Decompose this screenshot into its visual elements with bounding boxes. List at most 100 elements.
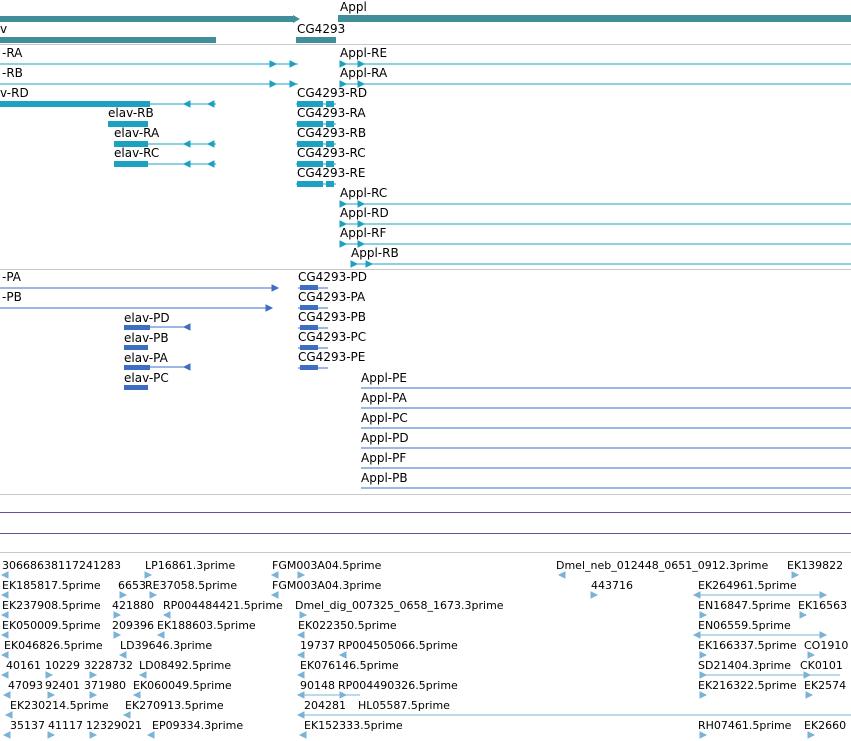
est-label[interactable]: EK046826.5prime xyxy=(4,639,103,652)
est-label[interactable]: 443716 xyxy=(591,579,633,592)
gene-label-cg4293[interactable]: CG4293 xyxy=(297,22,346,36)
est-label[interactable]: FGM003A04.5prime xyxy=(272,559,382,572)
protein-label[interactable]: Appl-PA xyxy=(361,391,407,405)
est-label[interactable]: 47093 xyxy=(8,679,43,692)
est-label[interactable]: EK2574 xyxy=(804,679,847,692)
protein-label[interactable]: Appl-PF xyxy=(361,451,407,465)
gene-glyph-appl[interactable] xyxy=(338,15,851,22)
transcript-label[interactable]: CG4293-RC xyxy=(297,146,366,160)
est-label[interactable]: 421880 xyxy=(112,599,154,612)
est-label[interactable]: EK216322.5prime xyxy=(698,679,797,692)
transcript-label[interactable]: Appl-RE xyxy=(340,46,388,60)
protein-label[interactable]: -PB xyxy=(2,290,22,304)
est-label[interactable]: 40161 xyxy=(6,659,41,672)
est-label[interactable]: EK188603.5prime xyxy=(157,619,256,632)
est-label[interactable]: EK076146.5prime xyxy=(300,659,399,672)
protein-label[interactable]: -PA xyxy=(2,270,22,284)
est-label[interactable]: CO1910 xyxy=(804,639,849,652)
transcript-label[interactable]: Appl-RF xyxy=(340,226,387,240)
protein-label[interactable]: CG4293-PA xyxy=(298,290,366,304)
transcript-label[interactable]: Appl-RB xyxy=(351,246,399,260)
gene-glyph-v-2[interactable] xyxy=(0,37,220,43)
protein-label[interactable]: CG4293-PC xyxy=(298,330,367,344)
transcript-label[interactable]: elav-RC xyxy=(114,146,160,160)
protein-label[interactable]: elav-PB xyxy=(124,331,169,345)
est-label[interactable]: EK060049.5prime xyxy=(133,679,232,692)
protein-label[interactable]: CG4293-PE xyxy=(298,350,366,364)
est-label[interactable]: FGM003A04.3prime xyxy=(272,579,382,592)
est-label[interactable]: Dmel_neb_012448_0651_0912.3prime xyxy=(556,559,769,572)
est-label[interactable]: 30668638117241283 xyxy=(2,559,121,572)
est-label[interactable]: EK152333.5prime xyxy=(304,719,403,732)
est-label[interactable]: 6653 xyxy=(118,579,146,592)
est-label[interactable]: EN16847.5prime xyxy=(698,599,791,612)
protein-label[interactable]: elav-PA xyxy=(124,351,168,365)
protein-label[interactable]: CG4293-PD xyxy=(298,270,368,284)
est-label[interactable]: RP004505066.5prime xyxy=(338,639,458,652)
protein-label[interactable]: elav-PD xyxy=(124,311,170,325)
est-label[interactable]: RP004490326.5prime xyxy=(338,679,458,692)
est-label[interactable]: EK230214.5prime xyxy=(10,699,109,712)
transcript-label[interactable]: elav-RB xyxy=(108,106,154,120)
protein-label[interactable]: Appl-PE xyxy=(361,371,407,385)
transcript-label[interactable]: CG4293-RD xyxy=(297,86,368,100)
est-label[interactable]: 3228732 xyxy=(84,659,133,672)
est-label[interactable]: EK022350.5prime xyxy=(298,619,397,632)
est-label[interactable]: EK237908.5prime xyxy=(2,599,101,612)
est-label[interactable]: 41117 xyxy=(48,719,83,732)
est-label[interactable]: 12329021 xyxy=(86,719,142,732)
est-label[interactable]: LD08492.5prime xyxy=(139,659,232,672)
est-label[interactable]: LP16861.3prime xyxy=(145,559,236,572)
gene-label-appl[interactable]: Appl xyxy=(340,0,367,14)
protein-label[interactable]: Appl-PC xyxy=(361,411,408,425)
est-label[interactable]: EK16563 xyxy=(798,599,848,612)
est-label[interactable]: EK2660 xyxy=(804,719,847,732)
transcript-label[interactable]: v-RD xyxy=(0,86,29,100)
transcript-label[interactable]: Appl-RC xyxy=(340,186,388,200)
est-label[interactable]: 35137 xyxy=(10,719,45,732)
protein-label[interactable]: CG4293-PB xyxy=(298,310,367,324)
est-label[interactable]: 209396 xyxy=(112,619,154,632)
est-label[interactable]: LD39646.3prime xyxy=(120,639,213,652)
est-label[interactable]: RH07461.5prime xyxy=(698,719,792,732)
est-label[interactable]: 19737 xyxy=(300,639,335,652)
est-label[interactable]: EK270913.5prime xyxy=(125,699,224,712)
protein-label[interactable]: Appl-PB xyxy=(361,471,408,485)
est-label[interactable]: EK264961.5prime xyxy=(698,579,797,592)
est-label[interactable]: EK050009.5prime xyxy=(2,619,101,632)
transcript-label[interactable]: CG4293-RA xyxy=(297,106,366,120)
transcript-label[interactable]: elav-RA xyxy=(114,126,160,140)
est-label[interactable]: CK0101 xyxy=(800,659,843,672)
transcript-glyphs-1[interactable] xyxy=(0,0,851,270)
aux-track-line xyxy=(0,533,851,534)
gene-label-v[interactable]: v xyxy=(0,22,8,36)
est-label[interactable]: 92401 xyxy=(45,679,80,692)
est-label[interactable]: EK166337.5prime xyxy=(698,639,797,652)
transcript-label[interactable]: CG4293-RE xyxy=(297,166,366,180)
transcript-label[interactable]: -RB xyxy=(2,66,23,80)
est-label[interactable]: EP09334.3prime xyxy=(152,719,244,732)
est-label[interactable]: EN06559.5prime xyxy=(698,619,791,632)
protein-glyphs[interactable] xyxy=(0,0,851,495)
est-label[interactable]: 204281 xyxy=(304,699,346,712)
est-label[interactable]: HL05587.5prime xyxy=(358,699,450,712)
est-label[interactable]: RP004484421.5prime xyxy=(163,599,283,612)
est-label[interactable]: EK139822 xyxy=(787,559,844,572)
transcript-label[interactable]: CG4293-RB xyxy=(297,126,367,140)
est-label[interactable]: 90148 xyxy=(300,679,335,692)
gene-glyph-cg4293[interactable] xyxy=(294,37,338,43)
est-label[interactable]: SD21404.3prime xyxy=(698,659,791,672)
transcript-label[interactable]: Appl-RA xyxy=(340,66,388,80)
est-label[interactable]: Dmel_dig_007325_0658_1673.3prime xyxy=(295,599,504,612)
gene-glyph-v[interactable] xyxy=(0,14,300,24)
est-label[interactable]: EK185817.5prime xyxy=(2,579,101,592)
transcript-label[interactable]: -RA xyxy=(2,46,23,60)
transcript-label[interactable]: Appl-RD xyxy=(340,206,389,220)
protein-label[interactable]: elav-PC xyxy=(124,371,169,385)
est-label[interactable]: 371980 xyxy=(84,679,126,692)
est-label[interactable]: RE37058.5prime xyxy=(145,579,238,592)
protein-label[interactable]: Appl-PD xyxy=(361,431,409,445)
est-label[interactable]: 10229 xyxy=(45,659,80,672)
